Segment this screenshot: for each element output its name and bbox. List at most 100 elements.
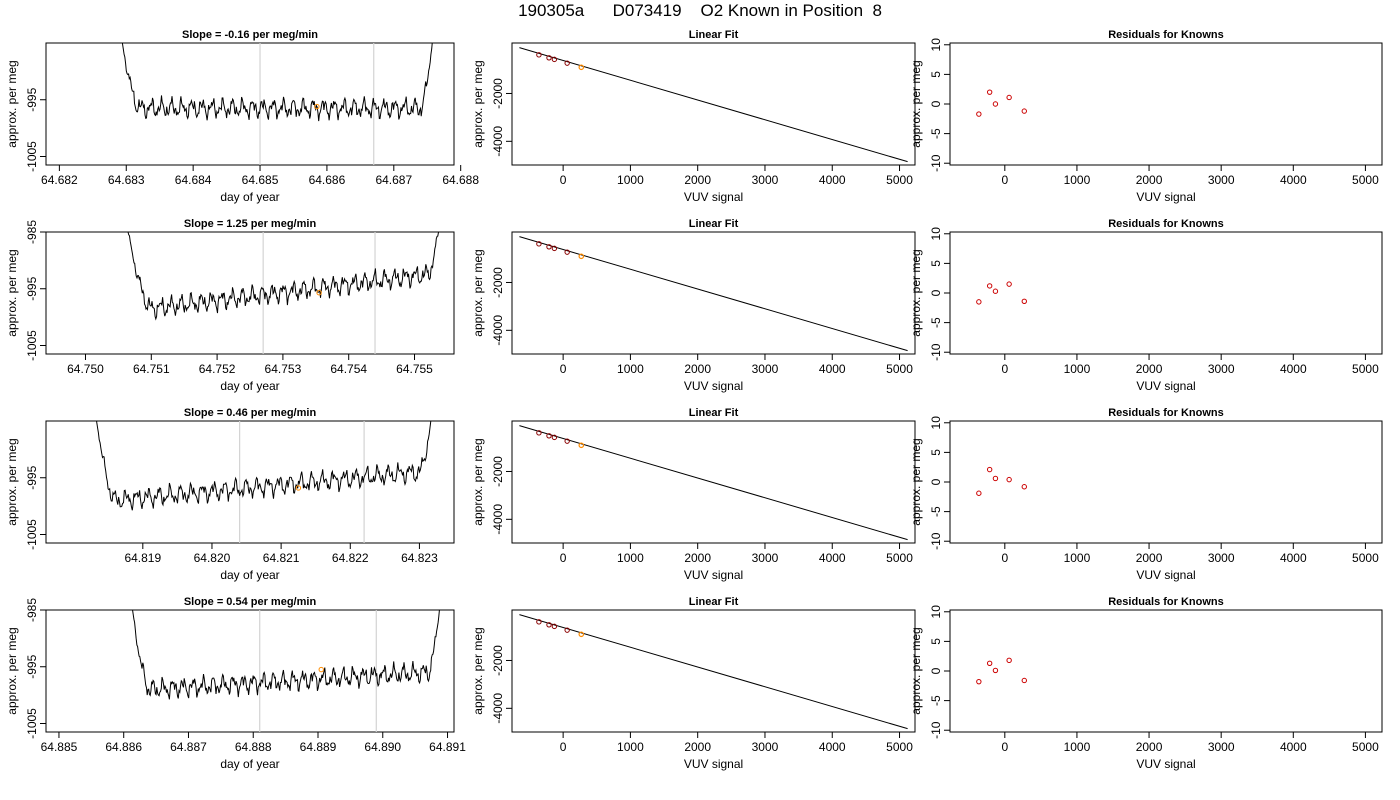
y-tick-label: -4000 <box>491 693 505 724</box>
known-point <box>551 623 558 630</box>
x-axis-label: day of year <box>220 568 279 582</box>
sample-point <box>578 442 585 449</box>
residual-point <box>1021 484 1027 490</box>
x-tick-label: 2000 <box>1136 740 1163 754</box>
sample-point <box>314 103 320 110</box>
x-axis-label: VUV signal <box>1136 379 1195 393</box>
x-tick-label: 64.755 <box>396 362 433 376</box>
x-tick-label: 64.686 <box>309 173 346 187</box>
y-tick-label: -985 <box>25 220 39 244</box>
y-tick-label: -1005 <box>25 141 39 172</box>
x-tick-label: 1000 <box>617 362 644 376</box>
x-tick-label: 1000 <box>1064 173 1091 187</box>
y-tick-label: -5 <box>929 128 943 139</box>
x-tick-label: 0 <box>560 362 567 376</box>
residual-point <box>992 667 999 674</box>
x-tick-label: 5000 <box>886 173 913 187</box>
y-axis-label: approx. per meg <box>5 627 19 714</box>
panel-time-series-row-1: Slope = -0.16 per meg/min 64.682 64.683 64.… <box>5 29 479 204</box>
known-point <box>551 434 558 441</box>
residual-point <box>992 288 999 294</box>
figure-title: 190305a D073419 O2 Known in Position 8 <box>518 1 882 20</box>
x-tick-label: 4000 <box>1280 740 1307 754</box>
y-tick-label: -10 <box>929 721 943 739</box>
x-tick-label: 4000 <box>819 551 846 565</box>
sample-point <box>578 631 585 638</box>
y-axis-label: approx. per meg <box>471 60 485 147</box>
y-axis-label: approx. per meg <box>471 249 485 336</box>
y-tick-label: -4000 <box>491 126 505 157</box>
x-axis-label: VUV signal <box>684 190 743 204</box>
x-tick-label: 4000 <box>819 362 846 376</box>
panel-title: Slope = -0.16 per meg/min <box>182 29 318 41</box>
x-tick-label: 0 <box>1001 740 1008 754</box>
known-point <box>564 60 570 66</box>
x-tick-label: 5000 <box>1352 551 1379 565</box>
panel-residuals-row-1: Residuals for Knowns 0 1000 2000 3000 4000 500… <box>909 29 1383 204</box>
sample-point <box>578 64 585 71</box>
x-tick-label: 4000 <box>1280 551 1307 565</box>
x-axis-label: day of year <box>220 757 279 771</box>
x-tick-label: 64.819 <box>124 551 161 565</box>
x-tick-label: 0 <box>560 740 567 754</box>
plot-frame <box>949 420 1383 544</box>
panel-time-series-row-3: Slope = 0.46 per meg/min 64.819 64.820 64.8… <box>5 407 455 582</box>
panel-title: Linear Fit <box>689 407 739 419</box>
known-point <box>546 244 552 250</box>
x-tick-label: 2000 <box>1136 362 1163 376</box>
panel-linear-fit-row-2: Linear Fit 0 1000 2000 3000 4000 5000 -4000 -200… <box>471 218 916 393</box>
x-tick-label: 64.687 <box>375 173 412 187</box>
residual-point <box>992 475 999 482</box>
known-point <box>564 249 570 255</box>
x-tick-label: 64.753 <box>265 362 302 376</box>
plot-frame <box>511 609 916 733</box>
y-tick-label: -5 <box>929 506 943 517</box>
x-tick-label: 3000 <box>1208 173 1235 187</box>
known-point <box>546 55 552 61</box>
y-tick-label: -2000 <box>491 456 505 487</box>
y-axis-label: approx. per meg <box>909 60 923 147</box>
y-axis-label: approx. per meg <box>5 249 19 336</box>
x-tick-label: 64.752 <box>199 362 236 376</box>
panel-time-series-row-4: Slope = 0.54 per meg/min 64.885 64.886 64.8… <box>5 596 466 771</box>
plot-frame <box>511 42 916 166</box>
y-axis-label: approx. per meg <box>909 438 923 525</box>
residual-point <box>1006 476 1012 483</box>
x-tick-label: 64.888 <box>235 740 272 754</box>
residual-point <box>1021 298 1027 304</box>
panel-title: Linear Fit <box>689 596 739 608</box>
y-tick-label: 5 <box>929 449 943 456</box>
y-tick-label: -2000 <box>491 78 505 109</box>
y-tick-label: 5 <box>929 638 943 645</box>
x-tick-label: 3000 <box>752 740 779 754</box>
known-point <box>564 438 570 444</box>
x-tick-label: 64.688 <box>442 173 479 187</box>
x-tick-label: 2000 <box>684 362 711 376</box>
panel-title: Residuals for Knowns <box>1108 407 1224 419</box>
sample-point <box>316 290 322 296</box>
panel-title: Linear Fit <box>689 218 739 230</box>
residual-point <box>976 111 982 117</box>
plot-frame <box>45 420 455 544</box>
y-axis-label: approx. per meg <box>5 60 19 147</box>
y-axis-label: approx. per meg <box>471 438 485 525</box>
y-tick-label: -1005 <box>25 708 39 739</box>
x-tick-label: 64.885 <box>41 740 78 754</box>
x-tick-label: 1000 <box>617 740 644 754</box>
known-point <box>551 56 558 63</box>
x-tick-label: 5000 <box>1352 173 1379 187</box>
fit-line <box>519 614 908 730</box>
x-tick-label: 64.682 <box>41 173 78 187</box>
x-tick-label: 2000 <box>1136 173 1163 187</box>
x-tick-label: 64.751 <box>133 362 170 376</box>
y-tick-label: 10 <box>929 416 943 430</box>
y-tick-label: -10 <box>929 343 943 361</box>
plot-frame <box>949 231 1383 355</box>
y-tick-label: -10 <box>929 154 943 172</box>
known-point <box>546 622 552 628</box>
y-tick-label: 5 <box>929 260 943 267</box>
x-tick-label: 1000 <box>617 173 644 187</box>
x-tick-label: 4000 <box>1280 362 1307 376</box>
panel-title: Slope = 1.25 per meg/min <box>184 218 317 230</box>
